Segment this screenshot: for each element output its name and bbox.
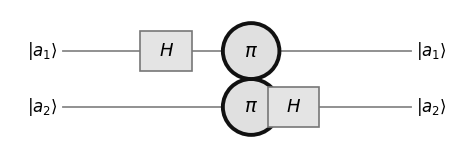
Text: $\pi$: $\pi$: [244, 97, 258, 116]
Text: $|a_1\rangle$: $|a_1\rangle$: [416, 40, 447, 62]
Text: $H$: $H$: [159, 42, 174, 60]
Ellipse shape: [223, 79, 279, 135]
Ellipse shape: [223, 23, 279, 79]
Text: $|a_2\rangle$: $|a_2\rangle$: [416, 96, 447, 118]
Text: $|a_2\rangle$: $|a_2\rangle$: [27, 96, 58, 118]
Text: $|a_1\rangle$: $|a_1\rangle$: [27, 40, 58, 62]
FancyBboxPatch shape: [140, 31, 192, 71]
Text: $H$: $H$: [286, 98, 301, 116]
Text: $\pi$: $\pi$: [244, 42, 258, 61]
FancyBboxPatch shape: [268, 87, 319, 127]
